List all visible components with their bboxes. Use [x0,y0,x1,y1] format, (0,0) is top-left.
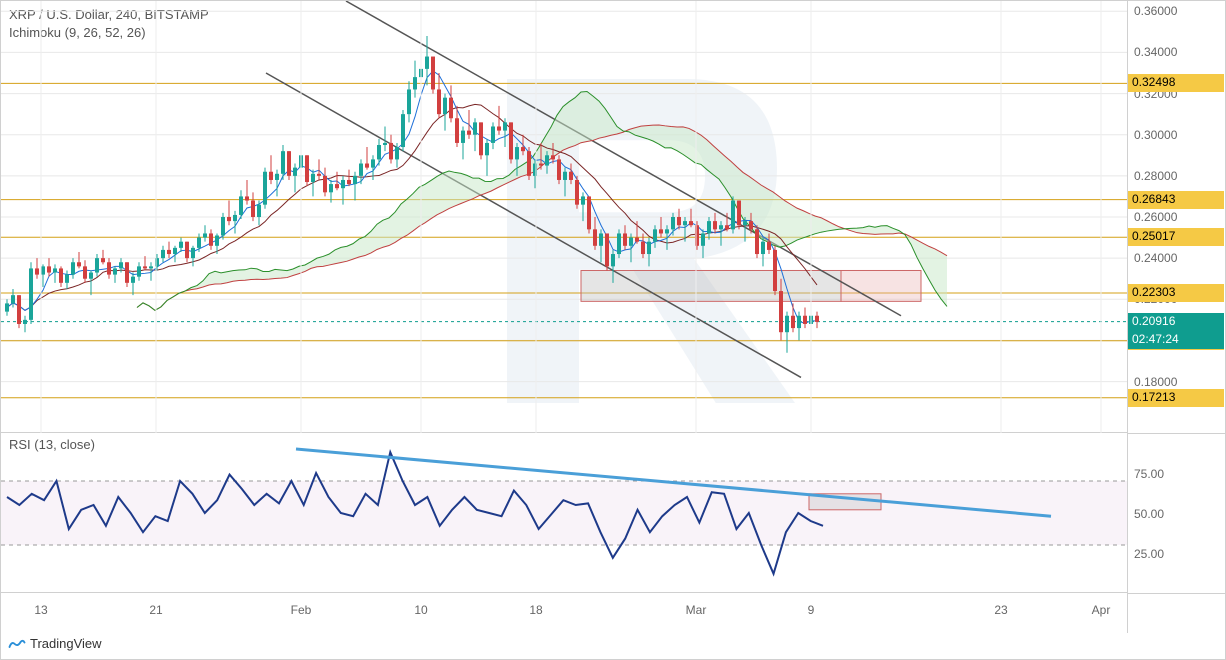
logo-text: TradingView [30,636,102,651]
xtick: 23 [994,603,1007,617]
xtick: 10 [414,603,427,617]
rsi-label: RSI (13, close) [9,437,95,452]
tradingview-icon [8,638,26,650]
price-badge: 0.26843 [1128,191,1224,209]
ytick: 0.24000 [1134,251,1177,265]
xtick: 9 [808,603,815,617]
ytick: 0.34000 [1134,45,1177,59]
tradingview-logo[interactable]: TradingView [8,636,102,651]
price-badge: 0.17213 [1128,389,1224,407]
price-badge: 0.20916 [1128,313,1224,331]
rsi-panel[interactable]: RSI (13, close) [1,433,1127,593]
xtick: 13 [34,603,47,617]
time-xaxis[interactable]: 13 21 Feb 10 18 Mar 9 23 Apr [1,593,1127,633]
chart-container: XRP / U.S. Dollar, 240, BITSTAMP Ichimok… [0,0,1226,660]
xtick: 21 [149,603,162,617]
ytick: 0.36000 [1134,4,1177,18]
countdown-badge: 02:47:24 [1128,331,1224,349]
ytick: 0.18000 [1134,375,1177,389]
ytick: 0.26000 [1134,210,1177,224]
xtick: 18 [529,603,542,617]
ytick: 0.28000 [1134,169,1177,183]
rsi-ytick: 75.00 [1134,467,1164,481]
xtick: Feb [291,603,312,617]
rsi-ytick: 25.00 [1134,547,1164,561]
xtick: Mar [686,603,707,617]
xtick: Apr [1092,603,1111,617]
price-chart-svg [1,1,1127,433]
price-yaxis[interactable]: 0.360000.340000.320000.300000.280000.260… [1127,1,1226,433]
rsi-yaxis[interactable]: 75.00 50.00 25.00 [1127,433,1226,593]
price-badge: 0.25017 [1128,228,1224,246]
xaxis-corner [1127,593,1226,633]
price-badge: 0.22303 [1128,284,1224,302]
rsi-ytick: 50.00 [1134,507,1164,521]
price-badge: 0.32498 [1128,74,1224,92]
rsi-chart-svg [1,433,1127,593]
price-panel[interactable]: XRP / U.S. Dollar, 240, BITSTAMP Ichimok… [1,1,1127,433]
ytick: 0.30000 [1134,128,1177,142]
